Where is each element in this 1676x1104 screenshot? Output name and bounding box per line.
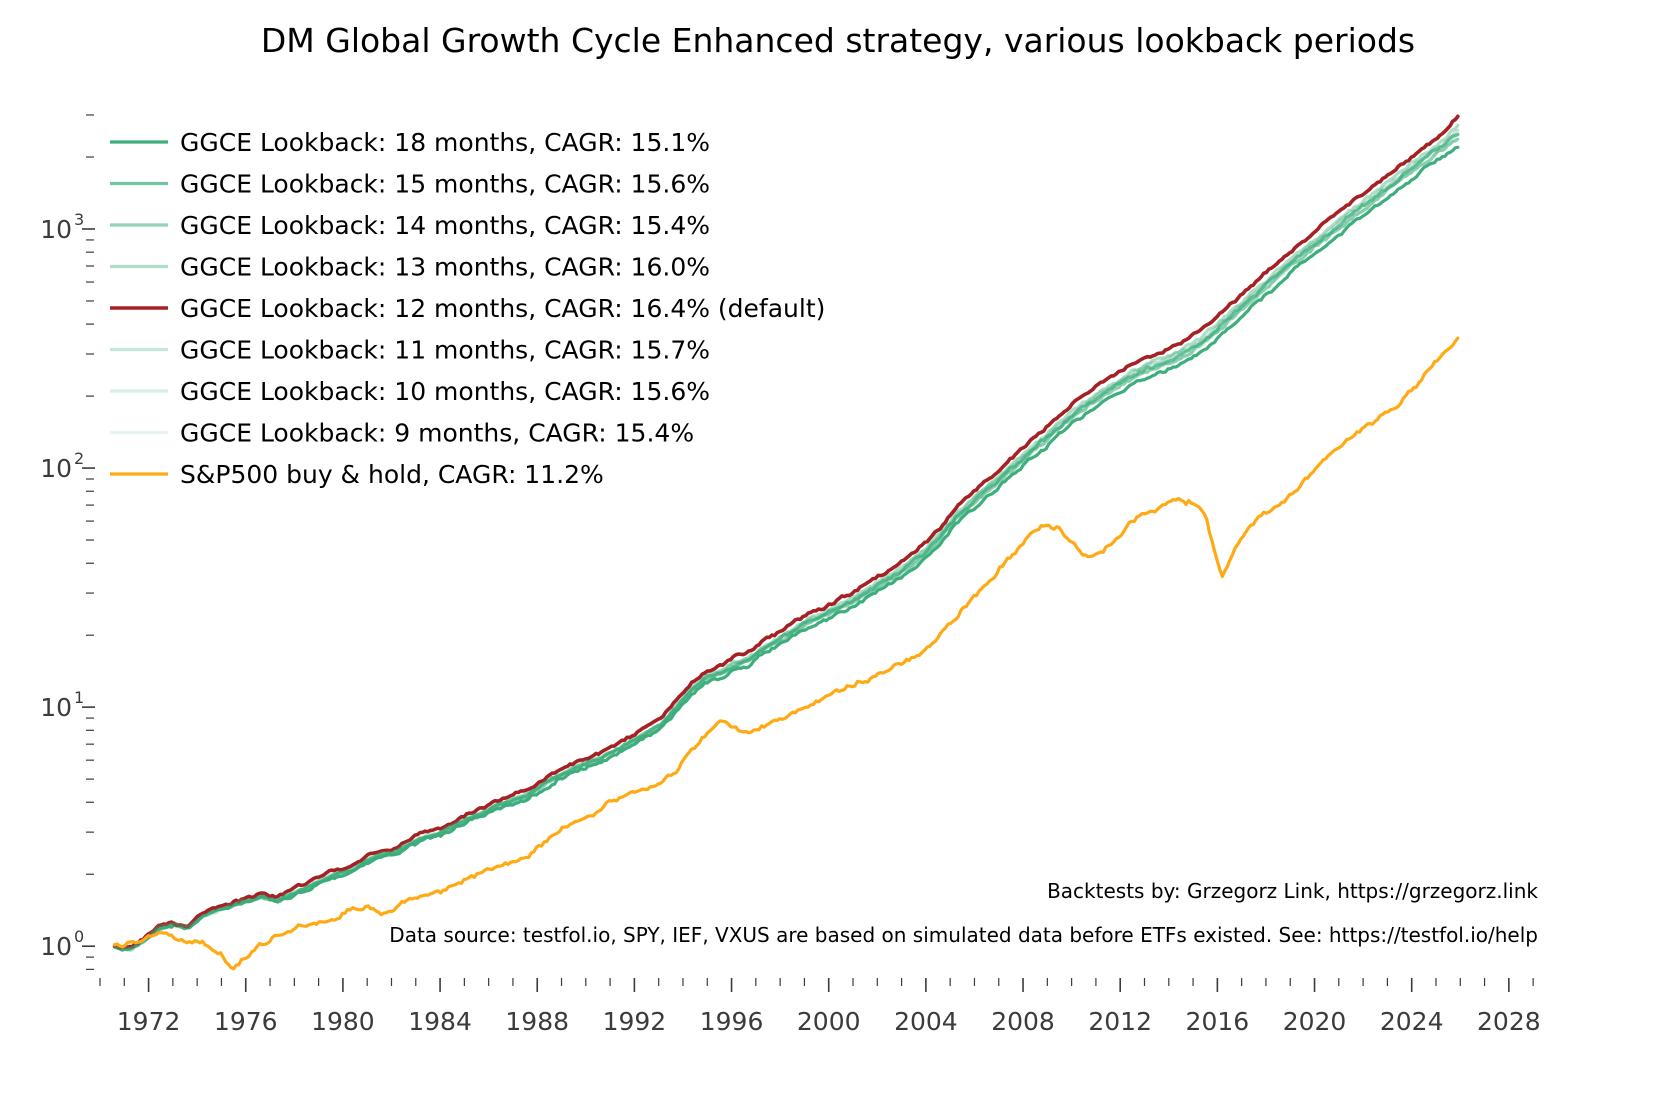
y-tick-label: 10 2	[40, 449, 84, 483]
x-tick-label: 1988	[505, 1007, 569, 1036]
y-tick-label: 10 1	[40, 688, 84, 722]
x-tick-label: 2012	[1088, 1007, 1152, 1036]
x-tick-label: 2004	[894, 1007, 958, 1036]
x-tick-label: 2000	[797, 1007, 861, 1036]
legend-label[interactable]: GGCE Lookback: 11 months, CAGR: 15.7%	[180, 336, 710, 365]
x-tick-label: 2020	[1283, 1007, 1347, 1036]
svg-text:10: 10	[40, 693, 72, 722]
svg-text:10: 10	[40, 932, 72, 961]
legend-label[interactable]: GGCE Lookback: 10 months, CAGR: 15.6%	[180, 377, 710, 406]
chart-legend: GGCE Lookback: 18 months, CAGR: 15.1% GGC…	[110, 128, 825, 489]
series-line	[112, 137, 1460, 951]
legend-label[interactable]: GGCE Lookback: 14 months, CAGR: 15.4%	[180, 211, 710, 240]
y-tick-label: 10 3	[40, 210, 84, 244]
series-line	[112, 135, 1460, 951]
svg-text:3: 3	[74, 210, 84, 229]
x-tick-label: 1980	[311, 1007, 375, 1036]
series-line	[112, 128, 1460, 952]
legend-label[interactable]: GGCE Lookback: 9 months, CAGR: 15.4%	[180, 419, 694, 448]
x-tick-label: 2016	[1186, 1007, 1250, 1036]
svg-text:1: 1	[74, 688, 84, 707]
x-tick-label: 1996	[700, 1007, 764, 1036]
series-line	[112, 336, 1460, 971]
x-tick-label: 1992	[603, 1007, 667, 1036]
series-line	[112, 114, 1460, 950]
x-tick-label: 2024	[1380, 1007, 1444, 1036]
legend-label[interactable]: GGCE Lookback: 18 months, CAGR: 15.1%	[180, 128, 710, 157]
x-tick-label: 2008	[991, 1007, 1055, 1036]
legend-label[interactable]: GGCE Lookback: 15 months, CAGR: 15.6%	[180, 170, 710, 199]
series-line	[112, 123, 1460, 952]
svg-text:10: 10	[40, 215, 72, 244]
y-tick-label: 10 0	[40, 927, 84, 961]
legend-label[interactable]: GGCE Lookback: 12 months, CAGR: 16.4% (d…	[180, 294, 825, 323]
series-lines	[112, 114, 1460, 971]
x-tick-label: 1984	[408, 1007, 472, 1036]
x-tick-label: 1976	[214, 1007, 278, 1036]
svg-text:2: 2	[74, 449, 84, 468]
chart-title: DM Global Growth Cycle Enhanced strategy…	[261, 21, 1415, 60]
x-tick-label: 1972	[117, 1007, 181, 1036]
legend-label[interactable]: GGCE Lookback: 13 months, CAGR: 16.0%	[180, 253, 710, 282]
svg-text:10: 10	[40, 454, 72, 483]
data-source-note: Data source: testfol.io, SPY, IEF, VXUS …	[389, 923, 1538, 947]
series-line	[112, 132, 1460, 951]
legend-label[interactable]: S&P500 buy & hold, CAGR: 11.2%	[180, 460, 604, 489]
x-tick-label: 2028	[1477, 1007, 1541, 1036]
svg-text:0: 0	[74, 927, 84, 946]
backtests-credit: Backtests by: Grzegorz Link, https://grz…	[1047, 879, 1538, 903]
x-axis: 1972 1976 1980 1984 1988 1992 1996 2000 2004 2008…	[99, 978, 1541, 1036]
series-line	[112, 145, 1460, 952]
